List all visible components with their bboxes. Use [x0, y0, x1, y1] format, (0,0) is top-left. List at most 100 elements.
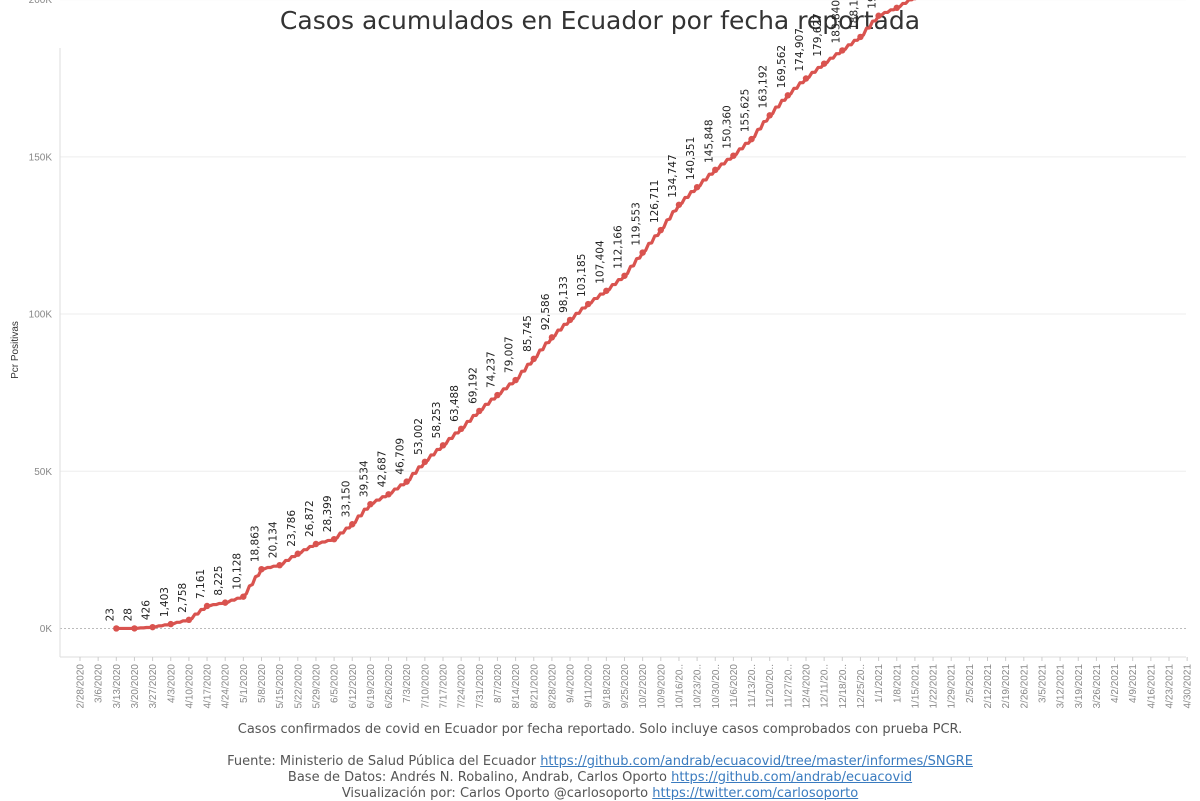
x-tick-label: 8/21/2020 — [529, 664, 540, 709]
x-tick-label: 6/12/2020 — [348, 664, 359, 709]
x-tick-label: 7/3/2020 — [402, 664, 413, 703]
x-tick-label: 4/17/2020 — [203, 664, 214, 709]
viz-prefix: Visualización por: Carlos Oporto @carlos… — [341, 786, 649, 801]
data-point — [639, 249, 646, 256]
x-tick-label: 1/22/2021 — [929, 664, 940, 709]
x-tick-label: 10/16/20.. — [674, 664, 685, 708]
data-point — [457, 425, 465, 433]
data-point — [330, 535, 338, 543]
x-tick-label: 1/15/2021 — [910, 664, 921, 709]
y-axis-ticks: 0K50K100K150K200K250K300K350K — [29, 0, 53, 635]
data-point — [294, 550, 301, 557]
database-link[interactable]: https://github.com/andrab/ecuacovid — [671, 770, 913, 785]
x-tick-label: 3/5/2021 — [1037, 664, 1048, 703]
x-tick-label: 2/12/2021 — [983, 664, 994, 709]
data-label: 39,534 — [358, 460, 370, 497]
x-tick-label: 6/26/2020 — [384, 664, 395, 709]
data-point — [712, 166, 719, 174]
data-point — [476, 407, 483, 415]
data-label: 140,351 — [685, 137, 697, 180]
data-point — [185, 616, 193, 624]
data-label: 63,488 — [449, 385, 461, 422]
data-label: 53,002 — [413, 418, 425, 455]
viz-link[interactable]: https://twitter.com/carlosoporto — [652, 786, 859, 801]
x-tick-label: 5/29/2020 — [311, 664, 322, 709]
data-label: 23,786 — [286, 510, 298, 547]
data-point — [349, 521, 356, 528]
data-label: 69,192 — [467, 367, 479, 404]
x-tick-label: 3/6/2020 — [94, 664, 105, 703]
data-label: 174,907 — [794, 28, 806, 71]
data-label: 163,192 — [758, 65, 770, 108]
data-point — [258, 565, 265, 573]
data-point — [839, 47, 846, 54]
x-tick-label: 3/12/2021 — [1056, 664, 1067, 709]
data-label: 194,876 — [867, 0, 879, 9]
x-tick-label: 8/7/2020 — [493, 664, 504, 703]
data-label: 112,166 — [613, 225, 625, 269]
x-tick-label: 5/1/2020 — [239, 664, 250, 703]
x-tick-label: 11/6/2020 — [729, 664, 740, 708]
data-label: 58,253 — [431, 402, 443, 439]
data-label: 46,709 — [395, 438, 407, 475]
x-tick-label: 11/27/20.. — [783, 664, 794, 708]
data-label: 8,225 — [213, 566, 225, 596]
y-tick-label: 200K — [29, 0, 53, 6]
data-point — [548, 334, 556, 341]
x-tick-label: 7/10/2020 — [420, 664, 431, 709]
data-label: 145,848 — [703, 119, 715, 162]
data-label: 23 — [104, 608, 116, 621]
x-tick-label: 1/8/2021 — [892, 664, 903, 703]
data-label: 107,404 — [594, 240, 606, 284]
x-tick-label: 7/24/2020 — [457, 664, 468, 709]
x-tick-label: 10/2/2020 — [638, 664, 649, 709]
data-label: 155,625 — [740, 89, 752, 132]
x-tick-label: 5/8/2020 — [257, 664, 268, 703]
x-tick-label: 4/24/2020 — [221, 664, 232, 709]
data-label: 183,840 — [830, 0, 842, 43]
x-tick-label: 7/17/2020 — [439, 664, 450, 709]
x-tick-label: 10/23/20.. — [693, 664, 704, 708]
chart-subtitle: Casos confirmados de covid en Ecuador po… — [237, 722, 963, 737]
data-label: 2,758 — [177, 583, 189, 613]
data-label: 28 — [122, 608, 134, 621]
x-tick-label: 2/26/2021 — [1019, 664, 1030, 709]
x-tick-label: 12/25/20.. — [856, 664, 867, 708]
x-tick-label: 11/20/20.. — [765, 664, 776, 708]
data-point — [820, 60, 828, 67]
data-point — [276, 561, 283, 569]
x-tick-label: 4/10/2020 — [184, 664, 195, 709]
data-label: 426 — [141, 600, 153, 620]
data-label: 179,627 — [812, 13, 824, 56]
data-label: 10,128 — [231, 553, 243, 590]
data-point — [403, 478, 410, 485]
x-tick-label: 3/26/2021 — [1092, 664, 1103, 709]
database-line: Base de Datos: Andrés N. Robalino, Andra… — [0, 770, 1200, 785]
x-tick-label: 2/5/2021 — [965, 664, 976, 703]
data-label: 42,687 — [377, 451, 389, 488]
y-axis-label: Pcr Positivas — [10, 321, 21, 379]
data-label: 98,133 — [558, 276, 570, 313]
data-label: 92,586 — [540, 293, 552, 330]
y-tick-label: 100K — [29, 310, 53, 321]
x-tick-label: 3/27/2020 — [148, 664, 159, 709]
data-label: 1,403 — [159, 587, 171, 617]
x-tick-label: 2/19/2021 — [1001, 664, 1012, 709]
database-prefix: Base de Datos: Andrés N. Robalino, Andra… — [287, 770, 667, 785]
data-labels: 23 28 426 1,403 2,758 7,161 8,225 10,128 18,863 2… — [104, 0, 896, 621]
x-tick-label: 9/11/2020 — [584, 664, 595, 708]
x-tick-label: 2/28/2020 — [76, 664, 87, 709]
data-point — [385, 491, 392, 498]
source-line: Fuente: Ministerio de Salud Pública del … — [0, 754, 1200, 769]
x-tick-label: 9/4/2020 — [566, 664, 577, 703]
source-link[interactable]: https://github.com/andrab/ecuacovid/tree… — [540, 754, 973, 769]
x-tick-label: 5/15/2020 — [275, 664, 286, 709]
data-label: 20,134 — [268, 521, 280, 558]
data-label: 26,872 — [304, 500, 316, 537]
x-tick-label: 4/3/2020 — [166, 664, 177, 703]
data-label: 28,399 — [322, 495, 334, 532]
x-tick-label: 11/13/20.. — [747, 664, 758, 708]
x-tick-label: 3/19/2021 — [1074, 664, 1085, 709]
x-tick-label: 7/31/2020 — [475, 664, 486, 709]
